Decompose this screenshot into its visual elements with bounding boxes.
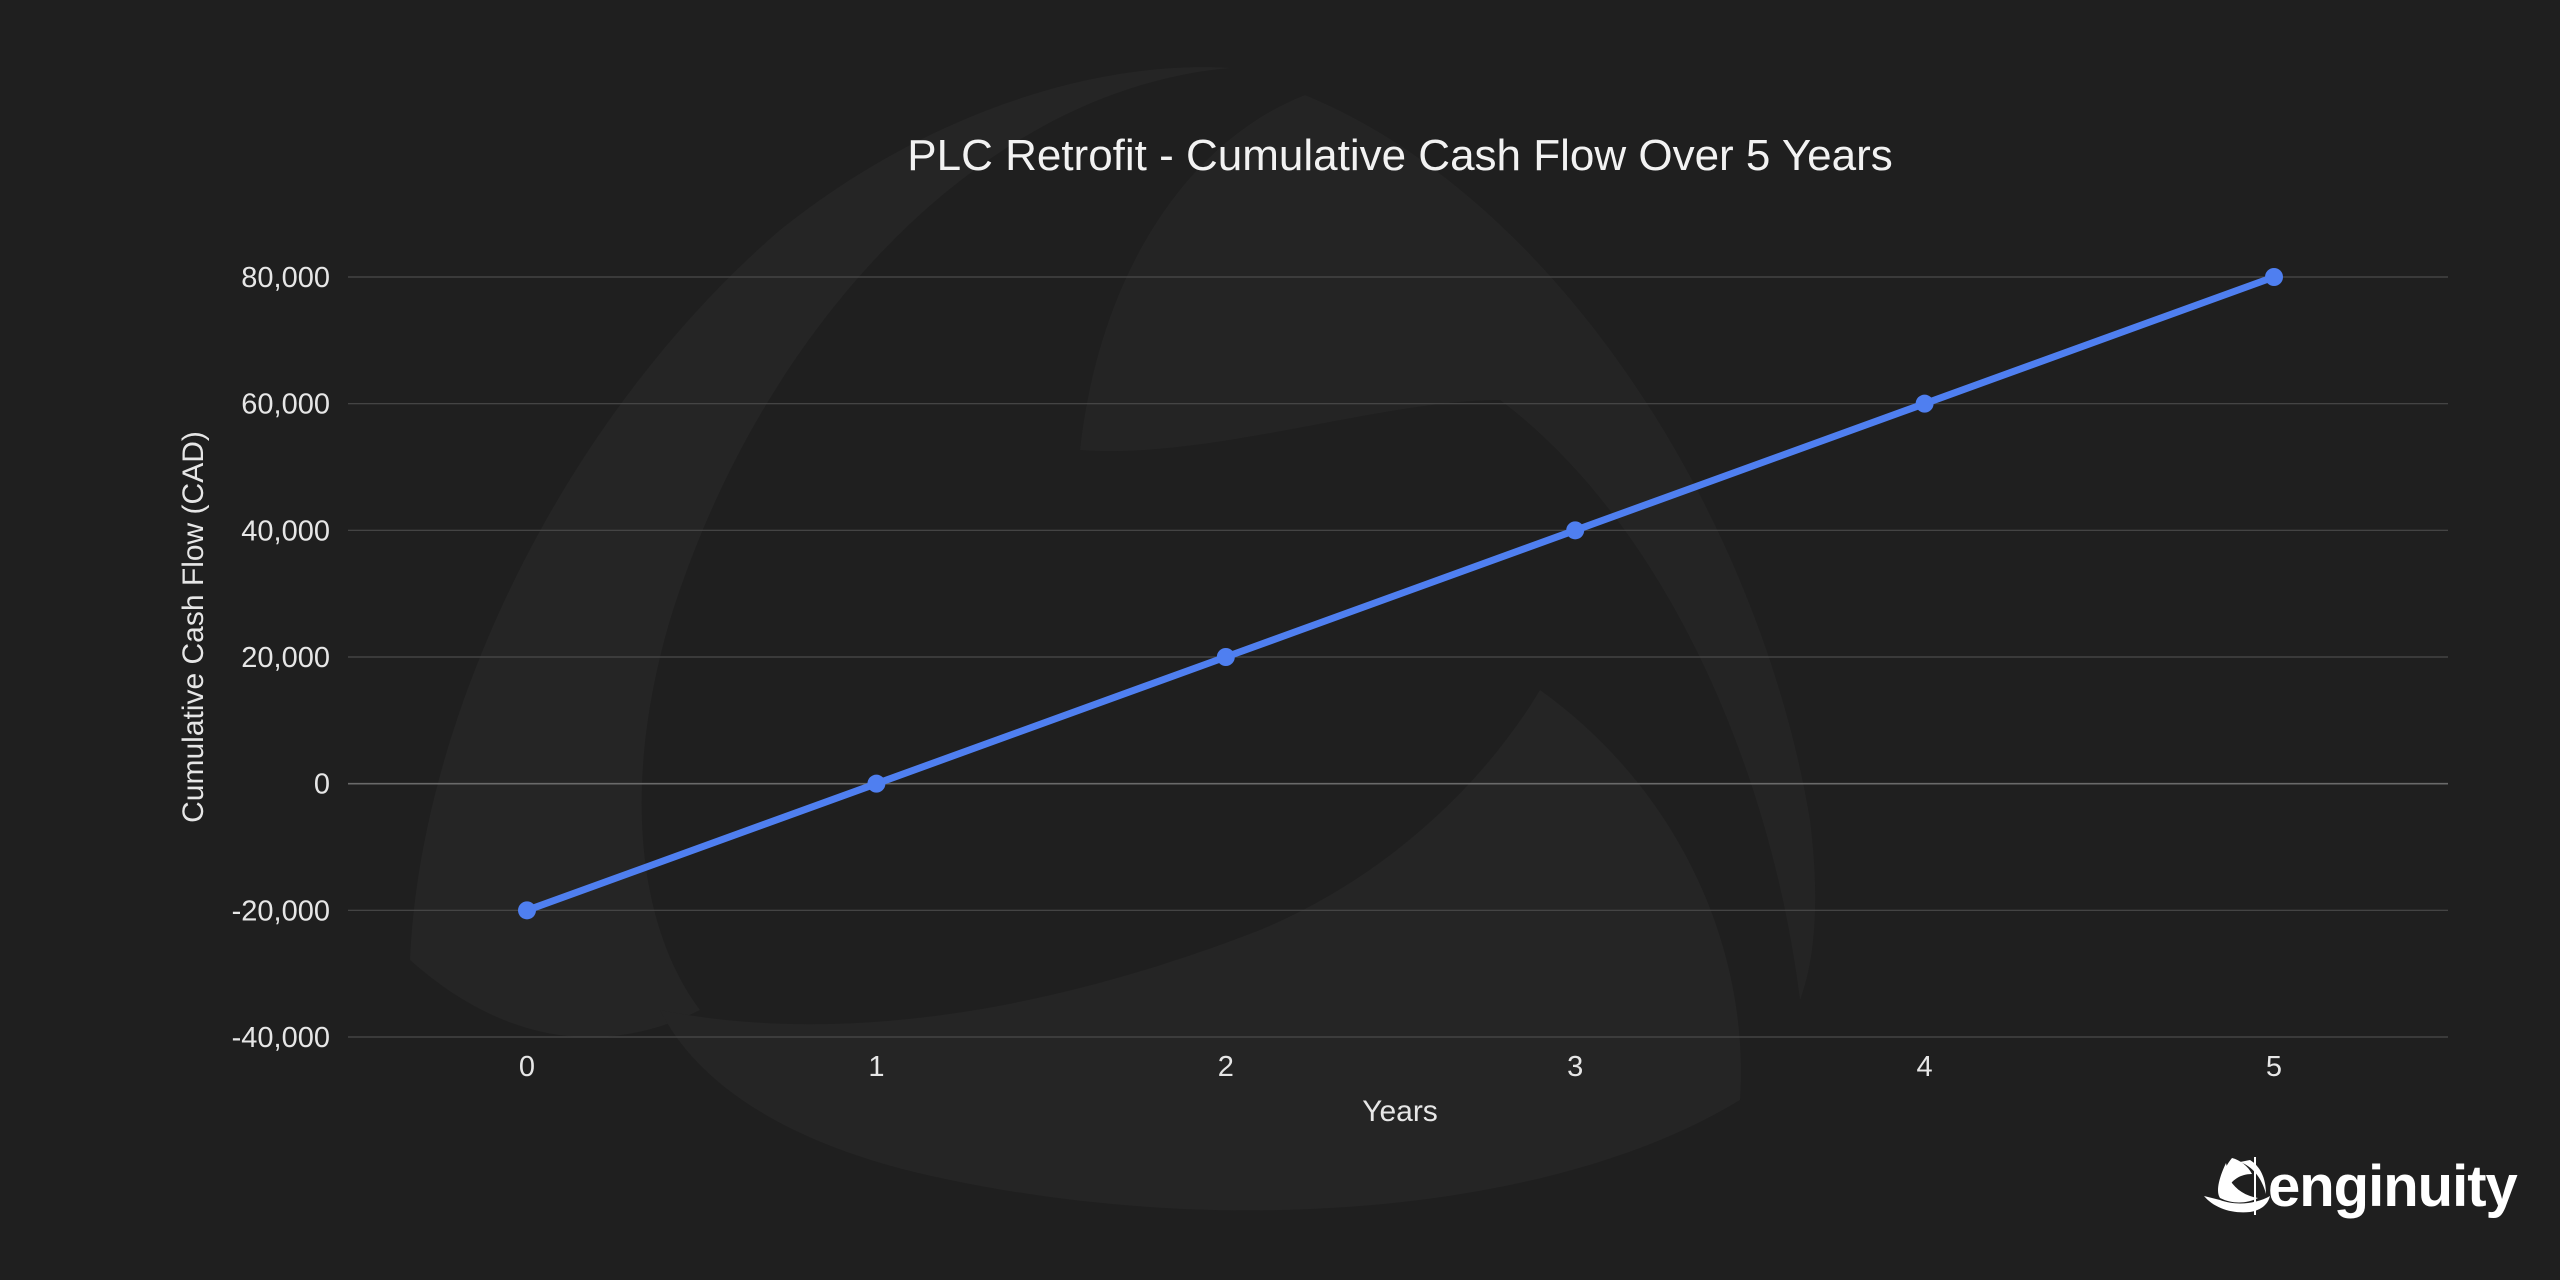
watermark-swoosh-icon xyxy=(410,67,1816,1211)
chart-title: PLC Retrofit - Cumulative Cash Flow Over… xyxy=(907,131,1893,180)
y-tick-label: 60,000 xyxy=(241,389,330,421)
enginuity-tri-swoosh-icon xyxy=(2204,1158,2270,1213)
x-tick-label: 5 xyxy=(2266,1051,2282,1083)
y-axis-ticks: -40,000 -20,000 0 20,000 40,000 60,000 80,000 xyxy=(232,262,330,1054)
y-axis-title: Cumulative Cash Flow (CAD) xyxy=(177,431,210,823)
y-tick-label: -40,000 xyxy=(232,1022,330,1054)
x-tick-label: 0 xyxy=(519,1051,535,1083)
y-tick-label: 80,000 xyxy=(241,262,330,294)
brand-name: enginuity xyxy=(2268,1154,2518,1219)
x-tick-label: 1 xyxy=(868,1051,884,1083)
y-tick-label: 20,000 xyxy=(241,642,330,674)
y-tick-label: 0 xyxy=(314,769,330,801)
data-point xyxy=(2265,268,2283,286)
x-tick-label: 2 xyxy=(1218,1051,1234,1083)
gridlines xyxy=(348,276,2448,1038)
x-axis-title: Years xyxy=(1362,1095,1438,1128)
series-layer xyxy=(518,268,2283,920)
data-point xyxy=(867,774,886,793)
x-tick-label: 3 xyxy=(1567,1051,1583,1083)
data-point xyxy=(518,901,536,920)
x-tick-label: 4 xyxy=(1917,1051,1933,1083)
y-tick-label: 40,000 xyxy=(241,515,330,547)
data-point xyxy=(1915,394,1934,413)
series-line xyxy=(523,273,2278,914)
brand-divider xyxy=(2254,1157,2256,1215)
data-point xyxy=(1216,648,1235,666)
x-axis-ticks: 0 1 2 3 4 5 xyxy=(519,1051,2282,1083)
brand-logo: enginuity xyxy=(2204,1154,2519,1219)
y-tick-label: -20,000 xyxy=(232,895,330,927)
data-point xyxy=(1566,521,1585,540)
